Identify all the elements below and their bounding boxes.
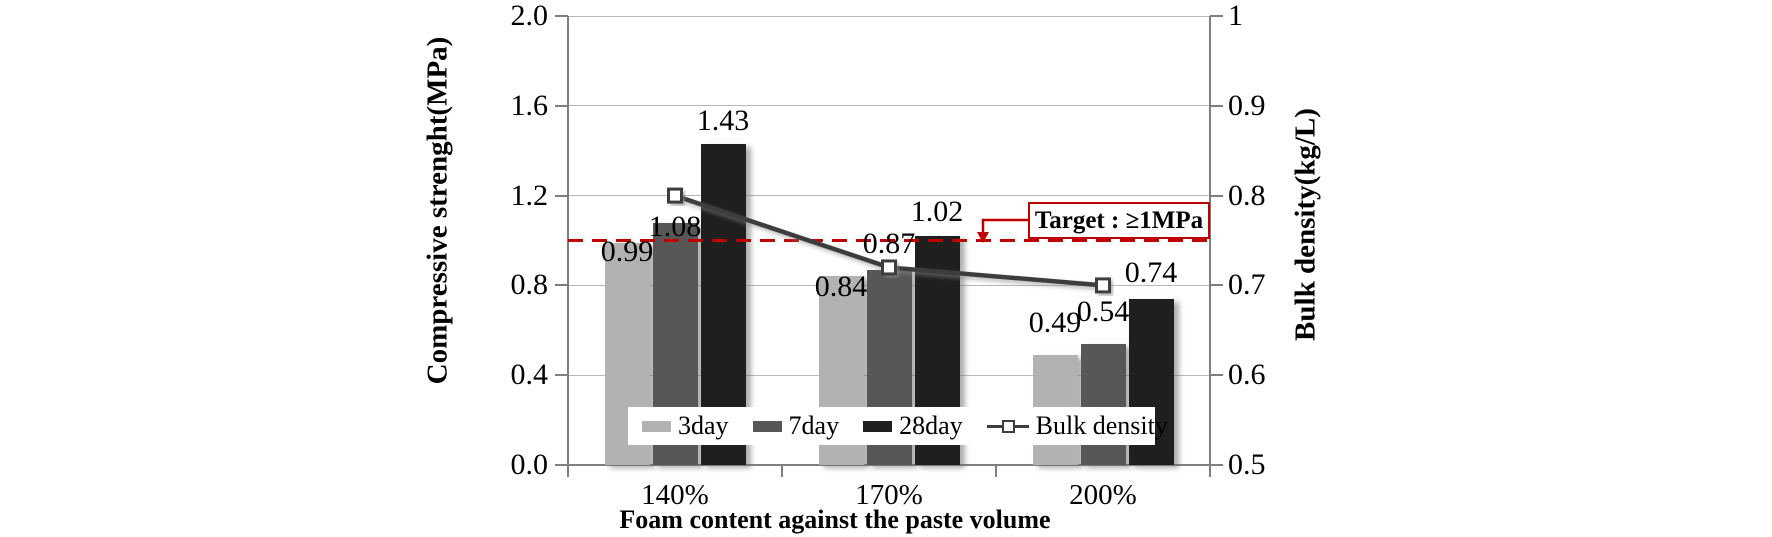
bar-value-label: 0.74 xyxy=(1124,255,1178,289)
right-axis-tick-label: 0.6 xyxy=(1228,358,1266,392)
right-axis-tick xyxy=(1210,104,1223,107)
legend-marker-square xyxy=(1001,420,1015,433)
left-axis-tick xyxy=(555,374,568,377)
right-axis-tick xyxy=(1210,464,1223,466)
x-axis xyxy=(567,464,1211,466)
right-axis-tick-label: 0.5 xyxy=(1228,448,1266,481)
left-axis-tick xyxy=(555,284,568,287)
target-callout-arrow xyxy=(977,232,989,243)
category-label: 140% xyxy=(641,479,709,511)
left-axis-tick xyxy=(555,194,568,197)
category-label: 170% xyxy=(855,479,923,511)
legend-item-3day: 3day xyxy=(642,411,729,441)
bulk-density-marker xyxy=(667,187,683,204)
legend-swatch xyxy=(863,420,893,432)
y-axis-right xyxy=(1209,16,1211,465)
legend-label: 28day xyxy=(899,411,963,440)
left-axis-tick-label: 2.0 xyxy=(510,0,549,32)
gridline xyxy=(568,15,1210,17)
gridline xyxy=(568,105,1210,107)
target-annotation-box: Target : ≥1MPa xyxy=(1028,202,1210,239)
left-axis-tick-label: 0.8 xyxy=(510,268,549,302)
right-axis-tick-label: 1 xyxy=(1228,0,1243,32)
x-axis-tick xyxy=(567,465,569,477)
bar-value-label: 1.43 xyxy=(696,103,750,137)
bar-value-label: 0.54 xyxy=(1076,294,1130,328)
bar-value-label: 0.49 xyxy=(1028,305,1082,339)
legend: 3day 7day 28day Bulk density xyxy=(628,407,1168,445)
bar-value-label: 1.08 xyxy=(648,209,702,243)
legend-label: 7day xyxy=(788,411,840,440)
category-label: 200% xyxy=(1069,479,1137,511)
x-axis-tick xyxy=(1209,465,1211,477)
gridline xyxy=(568,195,1210,197)
bar-value-label: 0.84 xyxy=(814,270,868,304)
target-callout xyxy=(981,218,1028,234)
legend-item-bulk-density: Bulk density xyxy=(986,411,1168,441)
left-axis-tick-label: 1.6 xyxy=(510,88,549,122)
legend-item-7day: 7day xyxy=(752,411,840,441)
bar-value-label: 0.99 xyxy=(600,234,654,268)
x-axis-tick xyxy=(995,465,997,477)
bulk-density-marker xyxy=(1095,277,1111,294)
legend-label: 3day xyxy=(678,411,729,440)
legend-swatch xyxy=(642,420,671,432)
left-axis-tick-label: 0.4 xyxy=(510,358,549,392)
right-axis-tick-label: 0.8 xyxy=(1228,178,1266,212)
legend-line-marker-icon xyxy=(986,419,1029,433)
left-axis-tick xyxy=(555,15,568,17)
left-axis-tick xyxy=(555,464,568,466)
legend-swatch xyxy=(752,420,782,432)
right-axis-tick xyxy=(1210,284,1223,287)
bulk-density-marker xyxy=(881,259,897,276)
left-axis-tick xyxy=(555,104,568,107)
legend-item-28day: 28day xyxy=(863,411,963,441)
right-axis-tick xyxy=(1210,194,1223,197)
left-axis-tick-label: 1.2 xyxy=(510,178,549,212)
bar-value-label: 0.87 xyxy=(862,226,916,260)
left-axis-tick-label: 0.0 xyxy=(510,448,549,481)
right-axis-tick-label: 0.7 xyxy=(1228,268,1266,302)
right-axis-tick-label: 0.9 xyxy=(1228,88,1266,122)
x-axis-tick xyxy=(781,465,783,477)
right-axis-tick xyxy=(1210,374,1223,377)
legend-label: Bulk density xyxy=(1035,411,1168,440)
bar-value-label: 1.02 xyxy=(910,195,964,228)
right-axis-tick xyxy=(1210,15,1223,17)
x-axis-title: Foam content against the paste volume xyxy=(619,505,1051,534)
